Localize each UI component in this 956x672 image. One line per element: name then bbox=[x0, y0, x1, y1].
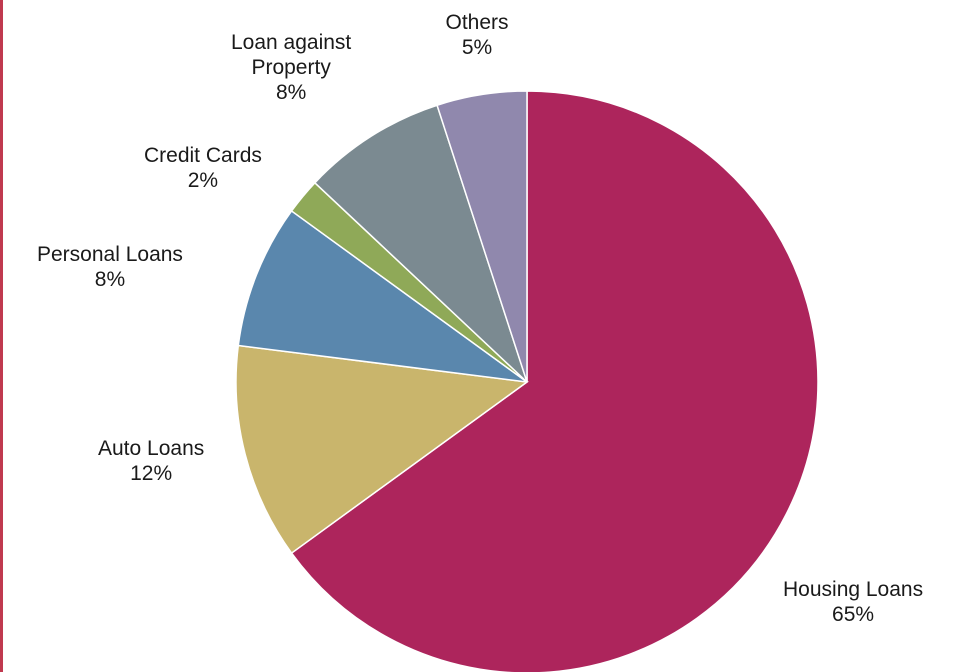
slice-label-personal-loans: Personal Loans 8% bbox=[37, 242, 183, 292]
pie-slice-personal-loans bbox=[237, 209, 528, 383]
slice-category-text: Auto Loans bbox=[98, 437, 205, 460]
pie-slice-housing-loans bbox=[290, 90, 819, 672]
slice-percent-text: 8% bbox=[94, 268, 126, 291]
slice-category-text: Housing Loans bbox=[783, 578, 924, 601]
slice-category-text: Personal Loans bbox=[37, 243, 183, 266]
slice-percent-text: 5% bbox=[461, 36, 493, 59]
slice-label-loan-against-property: Loan against Property 8% bbox=[231, 30, 351, 105]
slice-label-housing-loans: Housing Loans 65% bbox=[783, 577, 923, 627]
slice-percent-text: 65% bbox=[832, 603, 875, 626]
pie-slice-loan-against-property bbox=[313, 104, 528, 383]
slice-label-credit-cards: Credit Cards 2% bbox=[144, 143, 262, 193]
pie-slice-others bbox=[436, 90, 528, 383]
slice-category-text: Loan against bbox=[231, 30, 352, 54]
pie-slice-auto-loans bbox=[235, 344, 529, 555]
slice-label-auto-loans: Auto Loans 12% bbox=[98, 436, 204, 486]
slice-category-text: Property bbox=[251, 55, 331, 79]
left-accent-rule bbox=[0, 0, 3, 672]
slice-percent-text: 2% bbox=[187, 169, 219, 192]
slice-percent-text: 12% bbox=[130, 462, 173, 485]
slice-category-text: Others bbox=[445, 11, 509, 34]
slice-category-text: Credit Cards bbox=[144, 144, 262, 167]
slice-label-others: Others 5% bbox=[446, 10, 509, 60]
slice-percent-text: 8% bbox=[275, 80, 307, 104]
